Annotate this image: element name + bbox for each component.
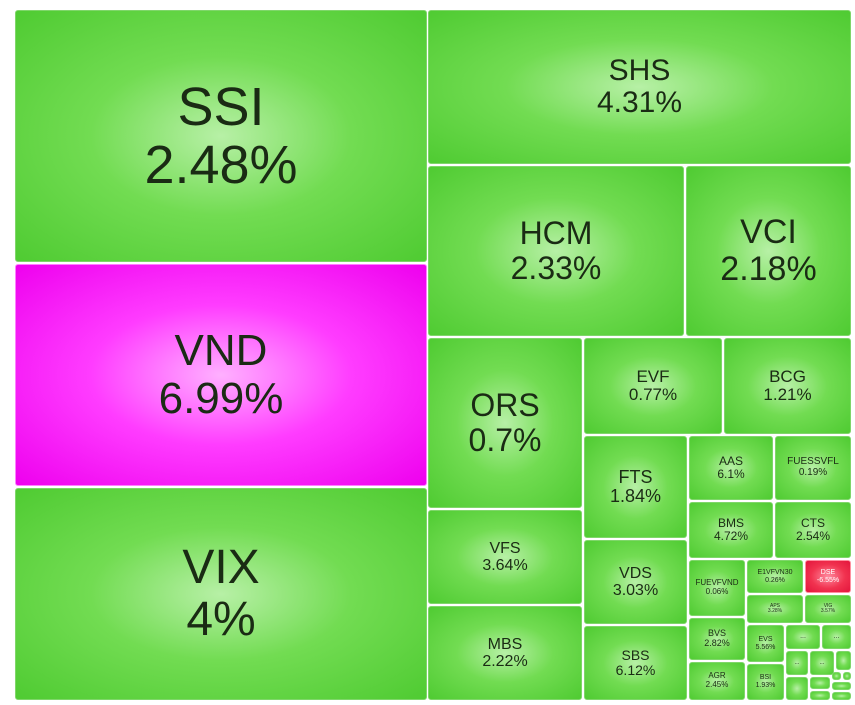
tile-vnd[interactable]: VND 6.99% [15,264,427,486]
tile-aas[interactable]: AAS 6.1% [689,436,773,500]
change-label: 6.99% [158,374,284,423]
change-label: 4.31% [596,86,683,119]
ticker-label: ... [794,659,800,666]
change-label: 2.45% [705,680,729,689]
tile-e1vfvn30[interactable]: E1VFVN30 0.26% [747,560,803,593]
tile-small-28[interactable]: ... [822,625,851,649]
tile-small-29[interactable]: ... [786,651,808,675]
change-label: 2.18% [720,250,817,288]
tile-small-36[interactable] [843,672,851,680]
ticker-label: MBS [487,635,523,653]
ticker-label: SSI [177,76,265,137]
ticker-label: VND [174,326,268,376]
tile-aps[interactable]: APS 3.28% [747,595,803,623]
change-label: 1.21% [763,385,812,404]
change-label: 0.77% [628,385,678,404]
ticker-label: VFS [489,539,521,557]
tile-agr[interactable]: AGR 2.45% [689,662,745,700]
tile-bvs[interactable]: BVS 2.82% [689,618,745,660]
tile-vci[interactable]: VCI 2.18% [686,166,851,336]
ticker-label: AGR [708,671,726,681]
tile-fuevfvnd[interactable]: FUEVFVND 0.06% [689,560,745,616]
ticker-label: VCI [740,213,797,252]
change-label: 3.28% [767,608,783,614]
change-label: 1.93% [755,682,776,689]
ticker-label: BVS [707,628,726,639]
change-label: 2.82% [704,638,730,648]
change-label: 3.03% [612,582,659,599]
tile-vfs[interactable]: VFS 3.64% [428,510,582,604]
ticker-label: ... [833,633,840,641]
change-label: 6.1% [717,467,745,481]
tile-ors[interactable]: ORS 0.7% [428,338,582,508]
tile-vds[interactable]: VDS 3.03% [584,540,687,624]
ticker-label: FUESSVFL [787,456,839,468]
change-label: 3.64% [482,557,528,574]
ticker-label: VIG [823,602,833,609]
tile-bsi[interactable]: BSI 1.93% [747,664,784,700]
tile-ssi[interactable]: SSI 2.48% [15,10,427,262]
tile-small-38[interactable] [832,692,851,700]
change-label: 2.33% [510,250,602,286]
tile-evf[interactable]: EVF 0.77% [584,338,722,434]
ticker-label: ... [819,659,825,666]
change-label: 2.22% [482,653,528,670]
tile-sbs[interactable]: SBS 6.12% [584,626,687,700]
tile-dse[interactable]: DSE -6.55% [805,560,851,593]
change-label: 1.84% [609,486,662,506]
change-label: -6.55% [816,576,840,584]
tile-bcg[interactable]: BCG 1.21% [724,338,851,434]
tile-mbs[interactable]: MBS 2.22% [428,606,582,700]
ticker-label: FTS [618,466,653,487]
ticker-label: SBS [621,646,650,663]
tile-vig[interactable]: VIG 3.57% [805,595,851,623]
tile-small-34[interactable] [810,691,830,700]
change-label: 2.54% [795,529,831,543]
tile-small-30[interactable]: ... [810,651,834,675]
change-label: 6.12% [615,662,656,678]
tile-fts[interactable]: FTS 1.84% [584,436,687,538]
ticker-label: E1VFVN30 [757,568,793,576]
tile-small-27[interactable]: ... [786,625,820,649]
tile-fuessvfl[interactable]: FUESSVFL 0.19% [775,436,851,500]
ticker-label: AAS [718,454,743,469]
tile-small-31[interactable] [836,651,851,670]
tile-hcm[interactable]: HCM 2.33% [428,166,684,336]
change-label: 4% [186,593,256,646]
ticker-label: FUEVFVND [695,578,739,588]
ticker-label: DSE [820,568,836,576]
ticker-label: VIX [182,541,260,595]
ticker-label: ... [800,633,806,641]
change-label: 0.06% [705,587,729,596]
ticker-label: BMS [717,516,744,531]
tile-vix[interactable]: VIX 4% [15,488,427,700]
tile-evs[interactable]: EVS 5.56% [747,625,784,662]
change-label: 0.19% [798,467,828,478]
ticker-label: CTS [801,516,825,531]
change-label: 2.48% [144,135,298,195]
ticker-label: BCG [769,366,806,386]
change-label: 0.26% [765,576,785,584]
tile-cts[interactable]: CTS 2.54% [775,502,851,558]
change-label: 4.72% [713,529,749,543]
tile-small-35[interactable] [832,672,841,680]
tile-small-32[interactable] [786,677,808,700]
ticker-label: VDS [619,564,652,582]
ticker-label: APS [769,602,780,609]
tile-bms[interactable]: BMS 4.72% [689,502,773,558]
tile-small-37[interactable] [832,682,851,690]
ticker-label: EVS [758,635,773,643]
ticker-label: HCM [519,215,593,252]
ticker-label: EVF [636,366,670,386]
ticker-label: SHS [608,53,671,87]
tile-small-33[interactable] [810,677,830,689]
change-label: 0.7% [468,422,542,458]
change-label: 3.57% [820,608,836,614]
ticker-label: BSI [759,674,772,682]
tile-shs[interactable]: SHS 4.31% [428,10,851,164]
change-label: 5.56% [755,643,776,651]
ticker-label: ORS [470,387,540,424]
